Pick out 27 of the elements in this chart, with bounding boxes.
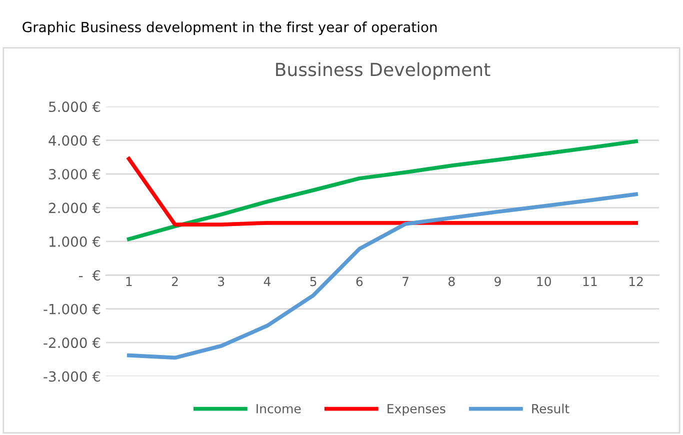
x-tick-label: 5 <box>310 276 316 286</box>
chart-subtitle: Graphic Business development in the first year of operation <box>22 22 437 35</box>
x-tick-label: 6 <box>356 276 363 286</box>
x-tick-label: 2 <box>172 276 178 286</box>
legend-label: Income <box>256 404 301 414</box>
x-tick-label: 12 <box>629 276 643 286</box>
x-tick-label: 4 <box>264 276 270 286</box>
y-tick-label: 4.000 € <box>48 135 100 146</box>
x-tick-label: 10 <box>537 276 551 286</box>
y-tick-label: -2.000 € <box>44 338 100 348</box>
legend-label: Expenses <box>388 404 446 416</box>
y-tick-label: 3.000 € <box>49 168 100 180</box>
y-tick-label: -1.000 € <box>44 304 100 314</box>
x-tick-label: 7 <box>402 276 408 286</box>
y-tick-label: -3.000 € <box>44 371 100 382</box>
x-tick-label: 3 <box>218 276 224 286</box>
x-tick-label: 11 <box>583 276 597 286</box>
line-series <box>126 139 638 242</box>
y-tick-label: 2.000 € <box>49 202 100 214</box>
y-tick-label: 5.000 € <box>49 102 100 112</box>
chart-title: Bussiness Development <box>276 62 490 80</box>
x-tick-label: 1 <box>126 276 132 286</box>
x-tick-label: 8 <box>448 276 455 286</box>
x-tick-label: 9 <box>494 276 501 286</box>
legend-label: Result <box>532 404 570 414</box>
y-tick-label: - € <box>79 270 100 281</box>
y-tick-label: 1.000 € <box>50 236 100 247</box>
